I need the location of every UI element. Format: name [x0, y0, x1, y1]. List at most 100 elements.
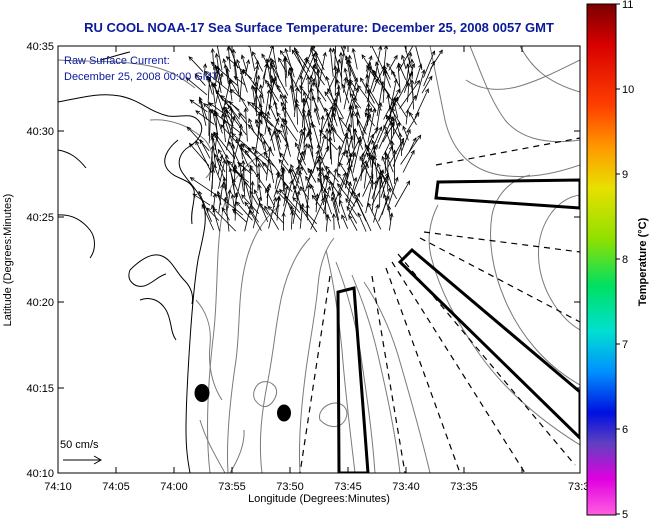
current-vector-head	[344, 149, 349, 155]
current-vector-head	[267, 205, 273, 211]
current-vector	[319, 172, 324, 206]
current-vector	[254, 189, 269, 222]
current-vector-head	[201, 203, 206, 209]
current-vector-head	[231, 115, 236, 121]
current-vector-head	[231, 132, 236, 138]
current-vector	[214, 112, 242, 134]
current-vector-head	[331, 107, 336, 113]
current-vector-head	[299, 150, 304, 156]
current-vector-head	[325, 165, 330, 171]
current-vector-head	[354, 77, 359, 83]
current-vector	[290, 206, 302, 222]
current-vector	[283, 58, 287, 87]
current-vector-head	[289, 66, 294, 72]
current-vector-head	[364, 107, 370, 113]
current-vector	[357, 212, 367, 232]
current-vector	[378, 130, 388, 149]
current-vector	[284, 94, 287, 117]
current-vector-head	[249, 190, 254, 196]
current-vector	[229, 101, 246, 119]
current-vector	[223, 79, 231, 109]
current-vector-head	[320, 114, 325, 120]
current-vector-head	[221, 206, 226, 212]
x-axis-ticks	[57, 46, 581, 473]
current-vector	[367, 202, 382, 230]
current-vector	[215, 65, 222, 93]
current-vector-head	[338, 51, 344, 57]
current-vector-head	[398, 132, 403, 138]
current-vector	[252, 196, 262, 229]
current-vector	[305, 169, 312, 192]
current-vector	[213, 164, 221, 182]
current-vector-head	[267, 146, 272, 152]
current-vector-head	[338, 116, 343, 122]
current-vector-head	[438, 49, 443, 55]
current-vector-head	[331, 191, 336, 197]
current-vector-head	[301, 97, 306, 103]
current-vector	[218, 159, 226, 189]
current-vector	[299, 171, 308, 205]
current-vector-head	[322, 51, 327, 57]
current-vector-head	[392, 101, 397, 107]
current-vector-head	[369, 179, 374, 185]
current-vector-head	[355, 86, 360, 92]
current-vector	[272, 46, 278, 70]
current-vector	[315, 193, 318, 213]
current-vector-head	[271, 78, 276, 84]
current-vector	[293, 185, 302, 208]
colorbar-tick-label: 8	[622, 254, 628, 266]
current-vector-head	[290, 206, 295, 211]
current-vector-head	[356, 119, 361, 125]
current-vector-head	[213, 111, 219, 117]
current-vector	[406, 112, 420, 133]
current-vector-head	[290, 168, 294, 173]
current-vector-head	[364, 112, 369, 117]
current-vector	[268, 158, 275, 183]
current-vector-head	[299, 128, 304, 134]
current-vector	[332, 192, 340, 221]
current-vector-head	[323, 173, 328, 179]
current-vector	[301, 98, 305, 128]
current-vector	[231, 133, 252, 150]
current-vector	[349, 105, 367, 135]
current-vector-head	[316, 158, 322, 164]
current-vector	[326, 112, 331, 133]
current-vector-head	[328, 47, 333, 53]
current-vector-head	[351, 96, 356, 102]
current-vector-head	[346, 165, 351, 171]
x-tick-label: 74:05	[102, 481, 130, 493]
current-vector-head	[214, 64, 219, 70]
current-vector-head	[275, 117, 280, 123]
current-vector-head	[326, 169, 331, 175]
current-vector-head	[311, 123, 316, 129]
current-vector-head	[260, 132, 265, 138]
current-vector-head	[275, 189, 281, 195]
current-vector	[325, 214, 329, 232]
current-vector	[332, 112, 338, 127]
current-vector	[312, 82, 327, 102]
current-vector-head	[267, 157, 272, 163]
current-vector	[383, 89, 400, 120]
current-vector	[268, 197, 277, 229]
current-vector-head	[385, 154, 390, 160]
current-vector-head	[276, 84, 281, 90]
current-vector	[361, 127, 379, 158]
current-vector-head	[349, 104, 354, 110]
current-vector	[211, 82, 217, 111]
y-axis-title: Latitude (Degrees:Minutes)	[2, 194, 14, 327]
current-vector	[302, 78, 315, 111]
current-vector-head	[272, 75, 277, 81]
current-vector	[276, 112, 298, 142]
current-vector-head	[278, 129, 283, 135]
current-vector	[315, 174, 327, 205]
current-vector-head	[254, 81, 259, 86]
current-vector	[241, 55, 248, 72]
current-vector	[275, 128, 282, 143]
current-vector	[340, 52, 343, 86]
current-vector	[332, 168, 337, 191]
current-vector	[185, 77, 208, 96]
current-vector-head	[217, 194, 222, 199]
current-vector-head	[269, 46, 274, 50]
current-vector-head	[308, 129, 313, 135]
current-vector-head	[325, 145, 330, 151]
